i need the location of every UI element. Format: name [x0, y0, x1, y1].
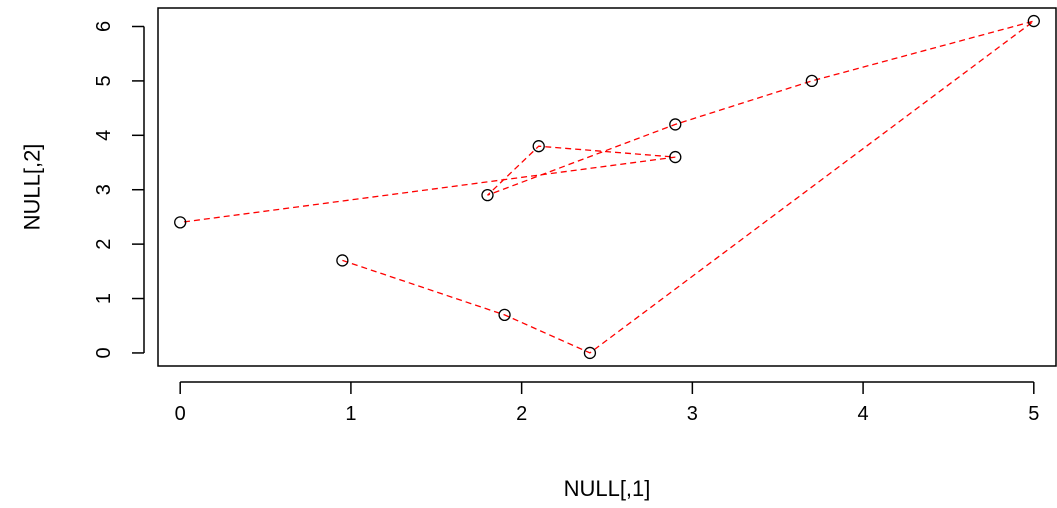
- x-tick-label: 4: [858, 403, 869, 425]
- y-tick-label: 1: [93, 293, 115, 304]
- data-point-2: [1027, 14, 1040, 28]
- data-point-5: [336, 254, 349, 267]
- x-tick-label: 3: [687, 403, 698, 425]
- x-tick-label: 5: [1028, 403, 1039, 425]
- data-points: [174, 14, 1040, 360]
- data-point-4: [498, 308, 511, 322]
- data-point-0: [669, 118, 682, 131]
- series-line: [180, 20, 1035, 354]
- data-point-9: [481, 189, 494, 202]
- plot-border: [157, 7, 1057, 367]
- y-axis: 0 1 2 3 4 5 6: [93, 21, 145, 359]
- y-tick-label: 2: [93, 239, 115, 250]
- y-axis-label: NULL[,2]: [20, 144, 45, 231]
- x-axis-label: NULL[,1]: [564, 476, 651, 501]
- y-tick-label: 6: [93, 21, 115, 32]
- y-tick-label: 3: [93, 184, 115, 195]
- x-tick-label: 2: [516, 403, 527, 425]
- data-point-8: [532, 140, 545, 153]
- x-axis: 0 1 2 3 4 5: [175, 381, 1039, 425]
- y-tick-label: 5: [93, 75, 115, 86]
- data-point-3: [583, 346, 597, 360]
- x-tick-label: 1: [345, 403, 356, 425]
- data-point-1: [805, 74, 819, 88]
- y-tick-label: 0: [93, 347, 115, 358]
- data-point-6: [174, 216, 187, 229]
- data-point-7: [669, 150, 682, 164]
- x-tick-label: 0: [175, 403, 186, 425]
- y-tick-label: 4: [93, 130, 115, 141]
